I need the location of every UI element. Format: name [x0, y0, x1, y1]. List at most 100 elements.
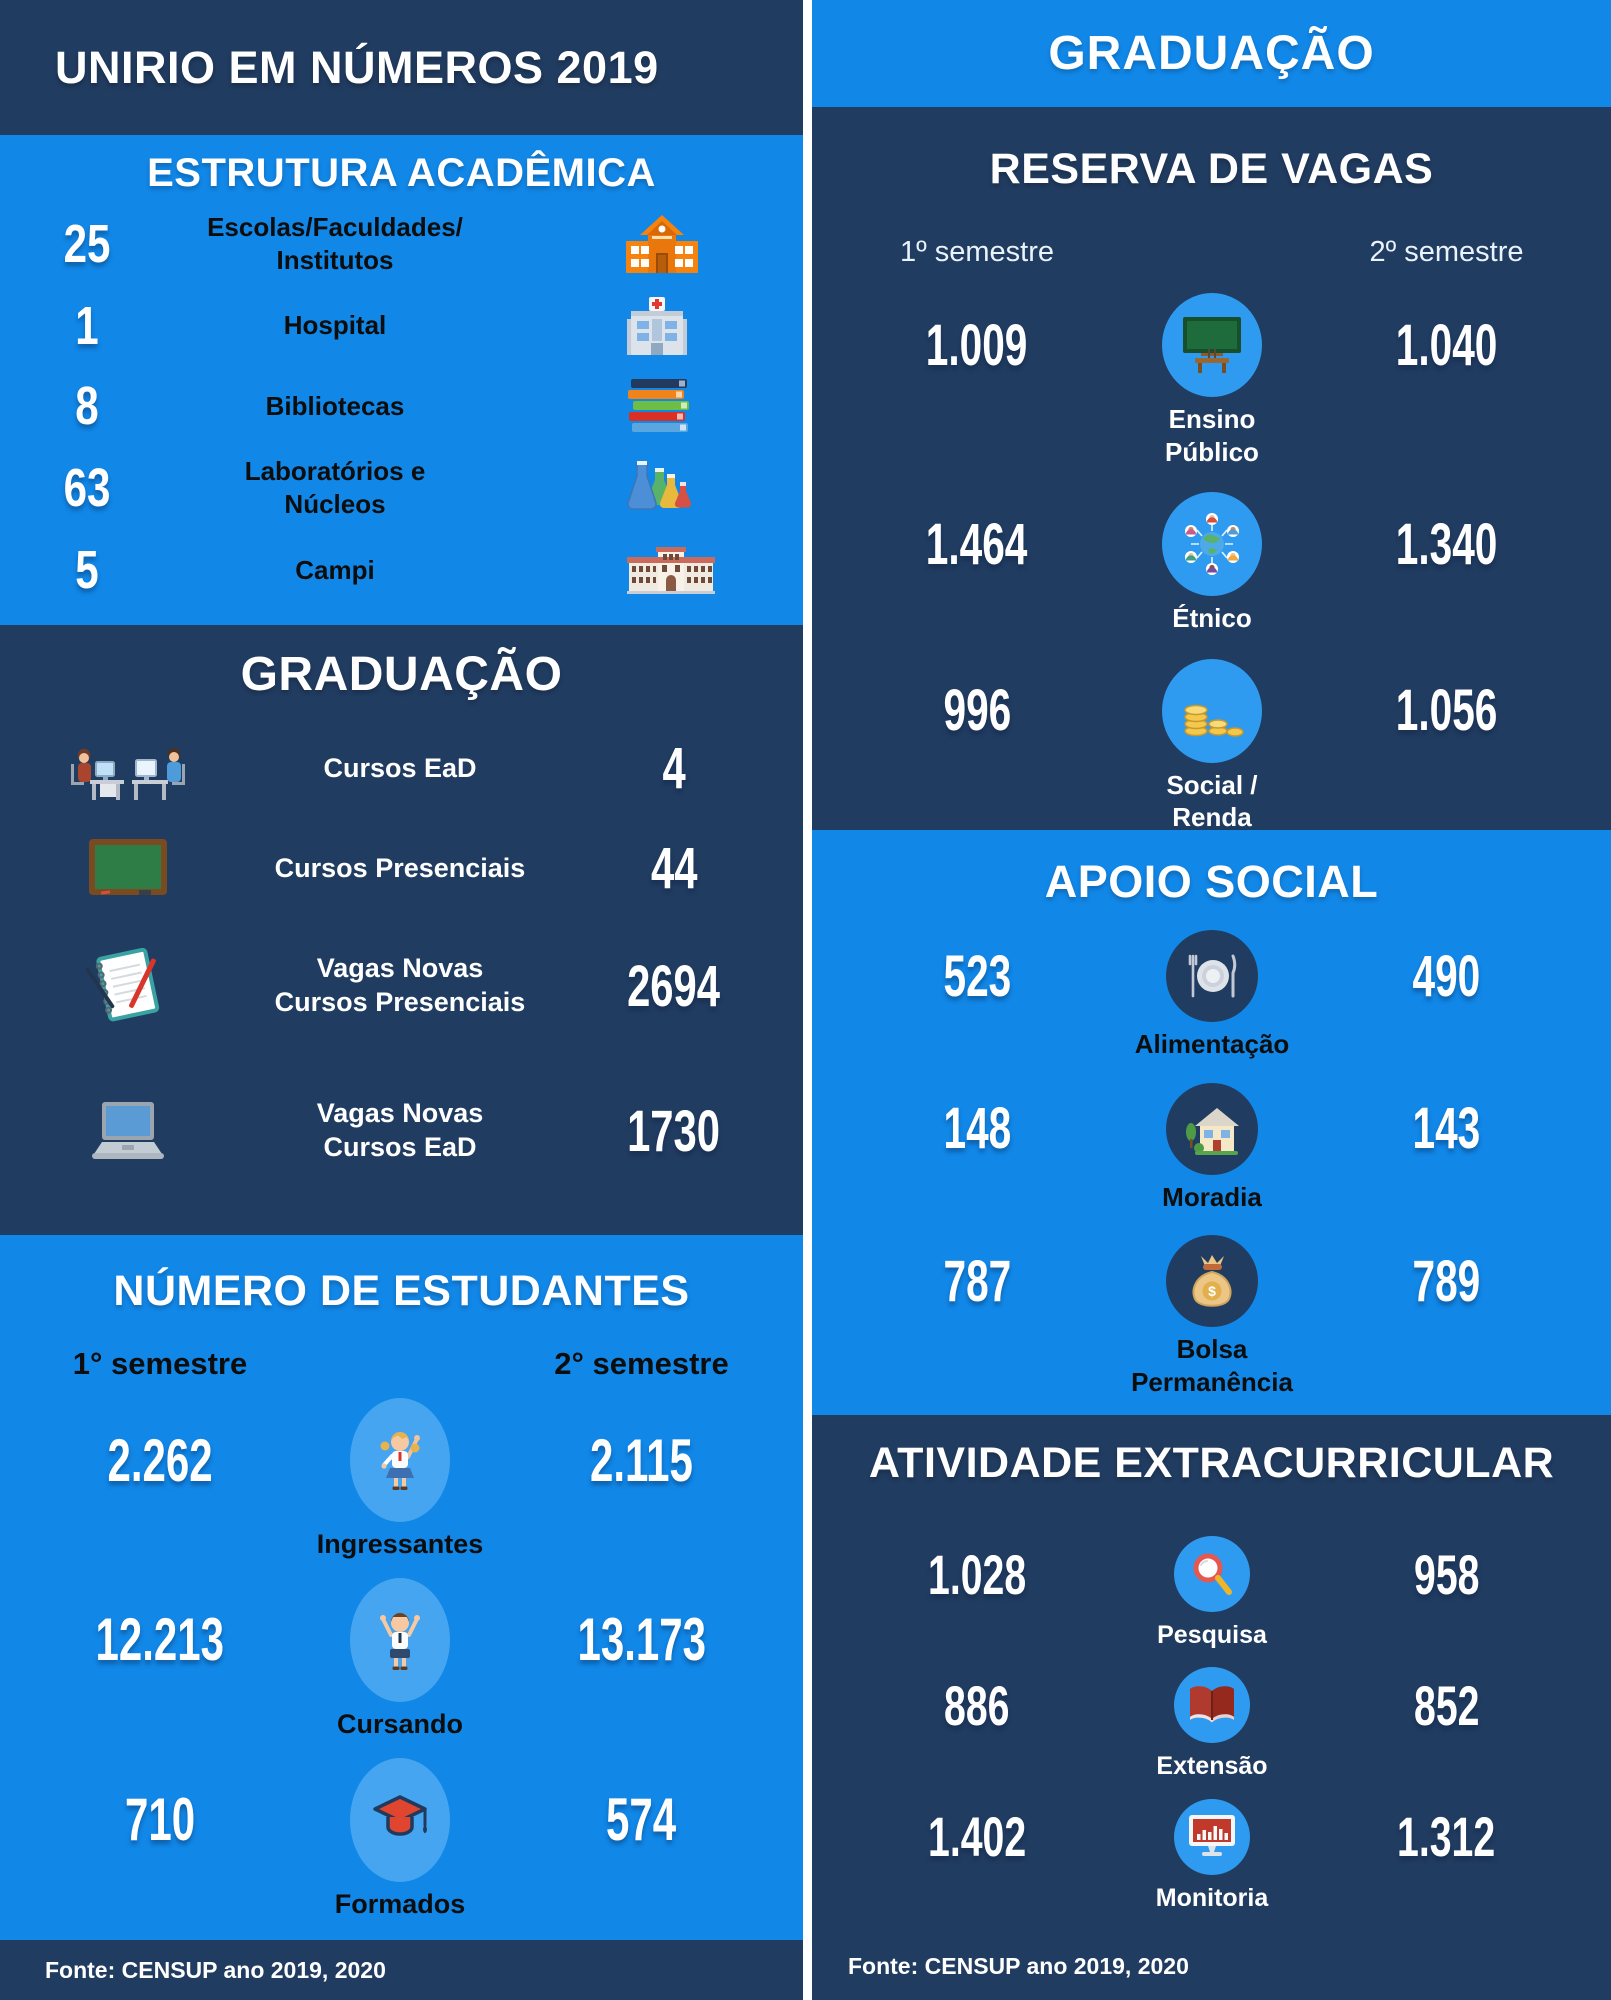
chalkboard-desk-icon [1162, 293, 1262, 397]
stat-icon-label: Ensino Público [1142, 293, 1282, 468]
money-bag-icon: $ [1166, 1235, 1258, 1327]
social-renda-sem2: 1.056 [1395, 678, 1498, 743]
ensino-publico-sem1: 1.009 [926, 312, 1028, 378]
stat-value: 8 [0, 375, 175, 437]
ingressantes-label: Ingressantes [316, 1529, 484, 1559]
section-reserva-de-vagas: RESERVA DE VAGAS 1º semestre 2º semestre… [812, 107, 1611, 865]
stat-row-cursando: 12.213 [0, 1577, 803, 1742]
girl-student-icon [350, 1398, 450, 1522]
notebook-pens-icon [80, 944, 176, 1028]
etnico-sem2: 1.340 [1395, 511, 1498, 577]
campi-label: Campi [295, 554, 375, 585]
stat-row-laboratorios: 63 Laboratórios e Núcleos [0, 455, 803, 520]
section-graduacao-left: GRADUAÇÃO [0, 625, 803, 1235]
stat-value-sem1: 710 [0, 1758, 320, 1882]
stat-value-sem1: 996 [812, 659, 1142, 763]
ensino-publico-sem2: 1.040 [1395, 312, 1498, 378]
laboratorios-label: Laboratórios e Núcleos [244, 456, 426, 519]
stat-row-cursos-presenciais: Cursos Presenciais 44 [0, 821, 803, 916]
stat-value-sem1: 1.009 [812, 293, 1142, 397]
stat-value-sem2: 574 [480, 1758, 803, 1882]
stat-value-sem1: 2.262 [0, 1398, 320, 1522]
stat-value-sem1: 523 [812, 930, 1142, 1022]
stat-icon-label: Pesquisa [1142, 1536, 1282, 1651]
stat-value-sem1: 1.464 [812, 492, 1142, 596]
stat-value-sem1: 1.028 [812, 1536, 1142, 1612]
stat-icon-label: Monitoria [1142, 1798, 1282, 1914]
cursos-presenciais-label: Cursos Presenciais [274, 852, 526, 883]
atividade-rows: 1.028 Pesquisa 958 8 [812, 1520, 1611, 1914]
extensao-sem1: 886 [944, 1673, 1010, 1737]
stat-value: 25 [0, 213, 175, 275]
bolsa-permanencia-label: Bolsa Permanência [1131, 1334, 1293, 1397]
stat-value-sem2: 13.173 [480, 1578, 803, 1702]
stat-value: 1 [0, 295, 175, 357]
bolsa-sem2: 789 [1412, 1248, 1481, 1314]
stat-value-sem1: 787 [812, 1235, 1142, 1327]
stat-icon-label: Ingressantes [317, 1398, 483, 1562]
stat-value-sem2: 490 [1282, 930, 1611, 1022]
students-computers-icon [70, 736, 186, 802]
graduacao-rows: Cursos EaD 4 Cursos Presenciais 44 [0, 716, 803, 1206]
graduation-cap-icon [350, 1757, 450, 1882]
semester-2-label: 2° semestre [554, 1346, 729, 1381]
stat-row-extensao: 886 Extensão 85 [812, 1667, 1611, 1782]
estrutura-title: ESTRUTURA ACADÊMICA [147, 151, 656, 195]
stat-row-formados: 710 Formados 574 [0, 1757, 803, 1922]
ensino-publico-label: Ensino Público [1165, 404, 1259, 467]
extensao-sem2: 852 [1413, 1673, 1480, 1737]
stat-value: 2694 [545, 953, 803, 1020]
laboratorios-value: 63 [64, 457, 111, 518]
right-source-note: Fonte: CENSUP ano 2019, 2020 [848, 1953, 1189, 1979]
alimentacao-sem1: 523 [943, 943, 1011, 1009]
stat-icon-label: $ Bolsa Permanência [1131, 1235, 1293, 1398]
lab-flasks-icon [625, 458, 693, 518]
stat-icon-label: Étnico [1142, 492, 1282, 635]
left-footer: Fonte: CENSUP ano 2019, 2020 [0, 1940, 803, 2000]
social-renda-sem1: 996 [943, 678, 1011, 743]
bibliotecas-label: Bibliotecas [265, 390, 405, 421]
etnico-label: Étnico [1172, 603, 1252, 633]
cursos-presenciais-value: 44 [650, 836, 698, 901]
stat-row-bolsa-permanencia: 787 $ Bolsa Permanência 789 [812, 1235, 1611, 1398]
stat-value: 1730 [545, 1098, 803, 1165]
section-atividade-extracurricular: ATIVIDADE EXTRACURRICULAR 1.028 Pesquisa [812, 1415, 1611, 2000]
formados-sem1: 710 [124, 1786, 196, 1853]
stat-icon-label: Cursando [320, 1577, 480, 1742]
stat-value-sem2: 1.056 [1282, 659, 1611, 763]
magnifier-icon [1174, 1536, 1250, 1612]
moradia-label: Moradia [1162, 1181, 1262, 1212]
estudantes-title: NÚMERO DE ESTUDANTES [113, 1267, 690, 1315]
semester-2-label: 2º semestre [1369, 236, 1524, 268]
stat-value-sem1: 1.402 [812, 1799, 1142, 1875]
moradia-sem2: 143 [1412, 1096, 1481, 1161]
stat-icon-label: Formados [320, 1757, 480, 1922]
vagas-ead-label: Vagas Novas Cursos EaD [316, 1098, 484, 1162]
stat-value-sem1: 886 [812, 1667, 1142, 1743]
stat-value: 44 [545, 835, 803, 902]
campi-value: 5 [75, 539, 100, 600]
semester-1-label: 1º semestre [899, 236, 1055, 268]
vagas-ead-value: 1730 [627, 1098, 721, 1164]
atividade-title: ATIVIDADE EXTRACURRICULAR [868, 1439, 1555, 1487]
escolas-label: Escolas/Faculdades/ Institutos [207, 212, 463, 275]
pesquisa-sem2: 958 [1413, 1542, 1480, 1606]
cursando-label: Cursando [336, 1708, 463, 1739]
stat-row-escolas: 25 Escolas/Faculdades/ Institutos [0, 211, 803, 276]
apoio-title: APOIO SOCIAL [1044, 856, 1379, 907]
left-header: UNIRIO EM NÚMEROS 2019 [0, 0, 803, 135]
stat-value-sem2: 2.115 [480, 1398, 803, 1522]
open-book-icon [1174, 1667, 1250, 1744]
cursos-ead-label: Cursos EaD [323, 752, 477, 783]
ingressantes-sem1: 2.262 [107, 1426, 213, 1494]
svg-text:$: $ [1208, 1283, 1216, 1299]
graduacao-left-title: GRADUAÇÃO [240, 648, 563, 701]
stat-row-campi: 5 Campi [0, 539, 803, 601]
semester-header-row: 1º semestre 2º semestre [812, 236, 1611, 269]
escolas-value: 25 [64, 213, 111, 274]
right-header-title: GRADUAÇÃO [1048, 27, 1375, 80]
chalkboard-icon [87, 837, 169, 901]
hospital-label: Hospital [283, 310, 387, 341]
monitoria-sem1: 1.402 [927, 1805, 1027, 1868]
stat-row-vagas-ead: Vagas Novas Cursos EaD 1730 [0, 1056, 803, 1206]
